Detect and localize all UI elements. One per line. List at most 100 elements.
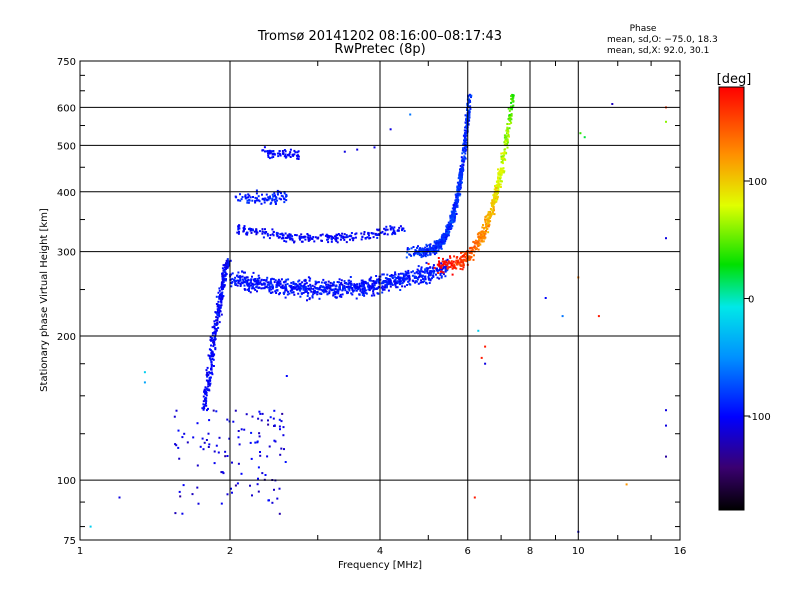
data-point xyxy=(492,207,495,210)
data-point xyxy=(309,289,312,292)
data-point xyxy=(383,288,386,291)
data-point xyxy=(254,196,257,199)
data-point xyxy=(278,512,281,515)
data-point xyxy=(288,292,291,295)
data-point xyxy=(257,281,260,283)
data-point xyxy=(240,281,243,284)
data-point xyxy=(207,381,210,384)
data-point xyxy=(445,238,448,241)
data-point xyxy=(485,224,488,227)
data-point xyxy=(242,228,245,231)
data-point xyxy=(223,274,226,277)
data-point xyxy=(452,204,455,207)
data-point xyxy=(356,148,359,151)
data-point xyxy=(221,281,224,284)
data-point xyxy=(273,192,276,195)
data-point xyxy=(270,156,273,159)
data-point xyxy=(484,345,487,348)
data-point xyxy=(303,283,306,286)
data-point xyxy=(414,281,417,284)
data-point xyxy=(249,484,251,487)
data-point xyxy=(482,232,485,235)
data-point xyxy=(293,240,296,243)
data-point xyxy=(203,407,206,410)
data-point xyxy=(461,163,464,166)
data-point xyxy=(297,155,300,158)
data-point xyxy=(280,198,282,201)
data-point xyxy=(464,129,467,132)
data-point xyxy=(271,286,274,289)
data-point xyxy=(221,297,224,300)
data-point xyxy=(403,275,406,278)
data-point xyxy=(473,496,476,499)
data-point xyxy=(373,282,376,285)
data-point xyxy=(356,285,359,288)
data-point xyxy=(207,373,210,376)
data-point xyxy=(455,267,458,270)
data-point xyxy=(246,201,249,204)
data-point xyxy=(213,320,216,323)
data-point xyxy=(383,227,386,230)
data-point xyxy=(394,276,397,279)
data-point xyxy=(297,158,300,160)
data-point xyxy=(276,232,279,235)
data-point xyxy=(222,277,224,279)
data-point xyxy=(450,215,453,218)
data-point xyxy=(274,203,277,205)
data-point xyxy=(276,280,279,283)
data-point xyxy=(321,289,324,292)
data-point xyxy=(326,293,329,296)
data-point xyxy=(272,285,274,288)
data-point xyxy=(282,434,285,437)
data-point xyxy=(291,288,294,291)
data-point xyxy=(237,276,240,279)
data-point xyxy=(438,260,440,263)
data-point xyxy=(390,274,393,276)
data-point xyxy=(267,154,270,157)
data-point xyxy=(489,207,492,210)
colorbar-tick-label: 100 xyxy=(748,177,767,188)
data-point xyxy=(218,315,221,318)
data-point xyxy=(215,316,218,319)
data-point xyxy=(217,309,220,312)
data-point xyxy=(239,282,242,285)
data-point xyxy=(265,193,268,196)
data-point xyxy=(487,213,490,216)
data-point xyxy=(221,471,224,474)
data-point xyxy=(466,253,468,255)
data-point xyxy=(380,231,383,234)
data-point xyxy=(268,157,271,160)
data-point xyxy=(203,398,206,401)
data-point xyxy=(283,201,286,204)
data-point xyxy=(441,268,443,271)
data-point xyxy=(399,225,402,228)
data-point xyxy=(226,258,229,261)
data-point xyxy=(488,223,491,226)
data-point xyxy=(257,274,260,277)
data-point xyxy=(458,188,461,191)
data-point xyxy=(372,288,375,291)
data-point xyxy=(251,199,254,202)
data-point xyxy=(459,267,462,270)
data-point xyxy=(423,280,426,283)
data-point xyxy=(434,248,437,251)
data-point xyxy=(290,291,293,294)
data-point xyxy=(230,285,233,288)
data-point xyxy=(316,281,319,284)
data-point xyxy=(417,245,419,248)
data-point xyxy=(237,436,240,439)
data-point xyxy=(446,226,448,229)
data-point xyxy=(423,250,426,253)
data-point xyxy=(422,270,425,273)
data-point xyxy=(370,286,373,289)
data-point xyxy=(419,274,421,276)
data-point xyxy=(266,286,269,289)
data-point xyxy=(246,284,249,287)
data-point xyxy=(293,286,296,289)
data-point xyxy=(331,236,334,238)
data-point xyxy=(266,283,269,286)
data-point xyxy=(321,233,324,236)
data-point xyxy=(411,279,414,282)
data-point xyxy=(352,239,355,242)
data-point xyxy=(391,233,394,236)
